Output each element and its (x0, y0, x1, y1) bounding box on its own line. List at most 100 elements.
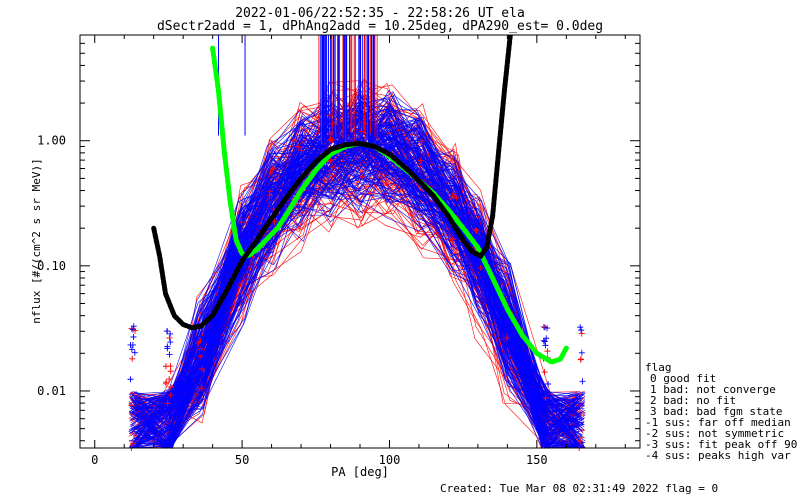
data-marker (266, 249, 273, 256)
flux-trace-line (128, 115, 581, 447)
data-marker (451, 206, 458, 213)
data-marker (129, 326, 136, 333)
data-marker (164, 390, 171, 397)
data-marker (414, 137, 421, 144)
data-marker (504, 334, 511, 341)
data-marker (199, 340, 206, 347)
data-marker (418, 138, 425, 145)
data-marker (197, 353, 204, 360)
data-marker (542, 342, 549, 349)
legend-entry: 1 bad: not converge (650, 383, 776, 396)
data-marker (577, 324, 584, 331)
data-marker (327, 131, 334, 138)
data-marker (386, 130, 393, 137)
data-marker (131, 349, 138, 356)
data-marker (167, 392, 174, 399)
legend-entry: 3 bad: bad fgm state (650, 405, 782, 418)
data-marker (541, 338, 548, 345)
legend-entry: -3 sus: fit peak off 90 (645, 438, 797, 451)
data-marker (453, 183, 460, 190)
data-marker (477, 280, 484, 287)
data-marker (472, 256, 479, 263)
y-tick-label: 0.01 (37, 384, 66, 398)
data-marker (388, 121, 395, 128)
data-marker (198, 366, 205, 373)
data-marker (127, 341, 134, 348)
data-marker (167, 330, 174, 337)
flux-traces (127, 35, 586, 451)
data-marker (450, 194, 457, 201)
data-marker (295, 160, 302, 167)
data-marker (238, 219, 245, 226)
data-marker (540, 323, 547, 330)
legend-entry: 0 good fit (650, 372, 716, 385)
fit-curves (151, 35, 569, 365)
data-marker (473, 227, 480, 234)
data-marker (166, 335, 173, 342)
y-axis-label: nflux [#/(cm^2 s sr MeV)] (30, 158, 43, 324)
data-marker (389, 129, 396, 136)
data-marker (386, 113, 393, 120)
data-marker (164, 400, 171, 407)
flux-trace-line (130, 169, 586, 432)
data-marker (414, 155, 421, 162)
legend-entry: -1 sus: far off median (645, 416, 791, 429)
data-marker (503, 363, 510, 370)
data-marker (354, 119, 361, 126)
axes: 0 50 100 150 0.01 0.10 1.00 (37, 34, 640, 467)
data-marker (128, 402, 135, 409)
data-marker (544, 348, 551, 355)
x-tick-label: 0 (91, 453, 98, 467)
flux-trace-line (135, 157, 578, 449)
data-marker (198, 385, 205, 392)
data-marker (541, 369, 548, 376)
data-marker (358, 128, 365, 135)
data-marker (167, 368, 174, 375)
data-marker (198, 333, 205, 340)
data-marker (270, 189, 277, 196)
data-marker (355, 125, 362, 132)
data-marker (296, 204, 303, 211)
x-tick-label: 150 (526, 453, 548, 467)
legend-entry: 2 bad: no fit (650, 394, 736, 407)
x-axis-label: PA [deg] (331, 465, 389, 479)
data-marker (578, 349, 585, 356)
data-marker (472, 226, 479, 233)
data-marker (300, 142, 307, 149)
x-tick-label: 100 (379, 453, 401, 467)
data-marker (578, 330, 585, 337)
data-marker (167, 339, 174, 346)
data-marker (164, 345, 171, 352)
data-marker (506, 326, 513, 333)
data-marker (267, 169, 274, 176)
data-marker (163, 328, 170, 335)
data-marker (269, 166, 276, 173)
data-marker (298, 147, 305, 154)
data-marker (197, 348, 204, 355)
legend-title: flag (645, 361, 672, 374)
data-marker (326, 112, 333, 119)
data-marker (329, 120, 336, 127)
legend: flag 0 good fit 1 bad: not converge 2 ba… (645, 361, 797, 462)
data-marker (128, 346, 135, 353)
data-marker (162, 380, 169, 387)
data-marker (450, 192, 457, 199)
data-marker (299, 132, 306, 139)
data-marker (450, 175, 457, 182)
data-marker (545, 381, 552, 388)
data-marker (166, 351, 173, 358)
chart-subtitle: dSectr2add = 1, dPhAng2add = 10.25deg, d… (157, 19, 603, 34)
data-marker (384, 181, 391, 188)
flux-trace-line (135, 148, 584, 405)
flux-trace-line (130, 161, 583, 449)
data-marker (502, 287, 509, 294)
data-marker (167, 363, 174, 370)
data-marker (385, 134, 392, 141)
legend-entry: -2 sus: not symmetric (645, 427, 784, 440)
data-marker (127, 376, 134, 383)
legend-entry: -4 sus: peaks high var (645, 449, 791, 462)
data-marker (578, 327, 585, 334)
data-marker (387, 144, 394, 151)
data-marker (166, 412, 173, 419)
